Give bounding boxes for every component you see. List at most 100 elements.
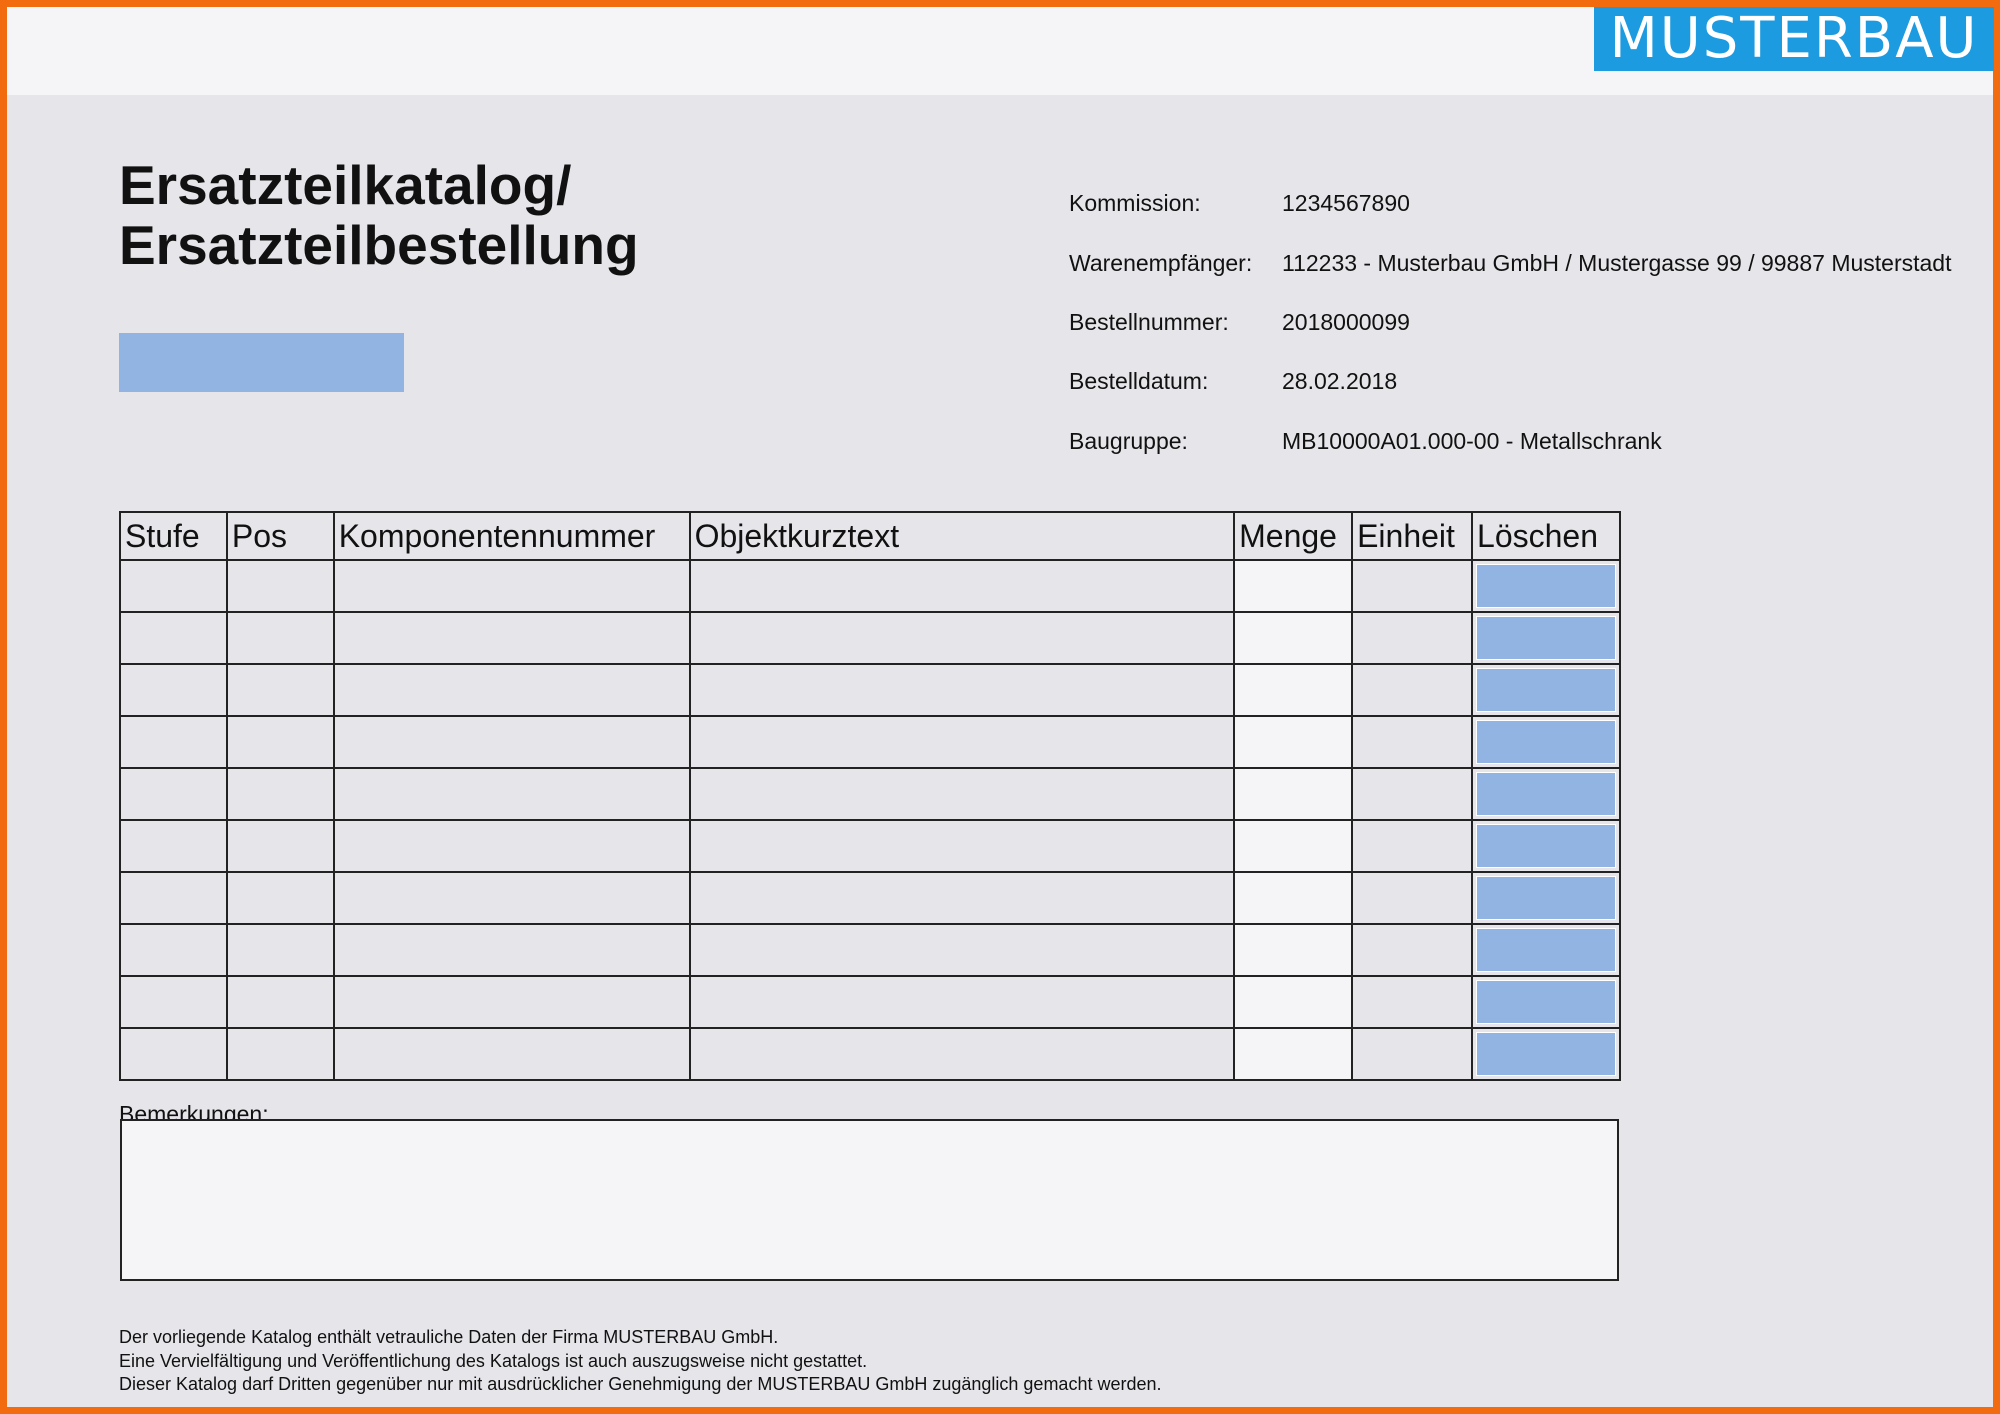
stufe-cell: [119, 871, 228, 925]
einheit-cell: [1351, 559, 1474, 613]
einheit-cell: [1351, 663, 1474, 717]
delete-button[interactable]: [1476, 1032, 1616, 1076]
menge-input[interactable]: [1233, 767, 1354, 821]
pos-cell: [225, 611, 335, 665]
info-value: 2018000099: [1282, 309, 1410, 335]
info-label: Bestelldatum:: [1069, 368, 1209, 394]
loeschen-cell: [1471, 611, 1621, 665]
objektkurztext-cell: [688, 819, 1236, 873]
objektkurztext-cell: [688, 767, 1236, 821]
stufe-cell: [119, 663, 228, 717]
table-row: [119, 819, 1621, 873]
table-row: [119, 1027, 1621, 1081]
komponentennummer-cell: [332, 975, 691, 1029]
delete-button[interactable]: [1476, 720, 1616, 764]
menge-input[interactable]: [1233, 975, 1354, 1029]
pos-cell: [225, 975, 335, 1029]
delete-button[interactable]: [1476, 772, 1616, 816]
menge-input[interactable]: [1233, 611, 1354, 665]
table-row: [119, 611, 1621, 665]
table-row: [119, 663, 1621, 717]
stufe-cell: [119, 975, 228, 1029]
pos-cell: [225, 767, 335, 821]
delete-button[interactable]: [1476, 928, 1616, 972]
loeschen-cell: [1471, 819, 1621, 873]
col-stufe: Stufe: [119, 511, 228, 561]
loeschen-cell: [1471, 975, 1621, 1029]
loeschen-cell: [1471, 663, 1621, 717]
komponentennummer-cell: [332, 819, 691, 873]
einheit-cell: [1351, 871, 1474, 925]
menge-input[interactable]: [1233, 871, 1354, 925]
einheit-cell: [1351, 767, 1474, 821]
col-komponentennummer: Komponentennummer: [332, 511, 691, 561]
pos-cell: [225, 871, 335, 925]
einheit-cell: [1351, 819, 1474, 873]
pos-cell: [225, 819, 335, 873]
info-label: Baugruppe:: [1069, 428, 1188, 454]
stufe-cell: [119, 767, 228, 821]
menge-input[interactable]: [1233, 819, 1354, 873]
table-row: [119, 715, 1621, 769]
info-value: 112233 - Musterbau GmbH / Mustergasse 99…: [1282, 250, 1952, 276]
objektkurztext-cell: [688, 923, 1236, 977]
delete-button[interactable]: [1476, 824, 1616, 868]
loeschen-cell: [1471, 923, 1621, 977]
musterbau-logo: MUSTERBAU: [1594, 7, 1994, 71]
stufe-cell: [119, 923, 228, 977]
info-bestelldatum: Bestelldatum: 28.02.2018: [1069, 368, 1397, 395]
einheit-cell: [1351, 1027, 1474, 1081]
objektkurztext-cell: [688, 715, 1236, 769]
komponentennummer-cell: [332, 871, 691, 925]
pos-cell: [225, 1027, 335, 1081]
menge-input[interactable]: [1233, 715, 1354, 769]
delete-button[interactable]: [1476, 980, 1616, 1024]
komponentennummer-cell: [332, 559, 691, 613]
loeschen-cell: [1471, 1027, 1621, 1081]
pos-cell: [225, 923, 335, 977]
title-line-2: Ersatzteilbestellung: [119, 214, 639, 276]
table-row: [119, 767, 1621, 821]
footer-line: Der vorliegende Katalog enthält vetrauli…: [119, 1327, 779, 1347]
loeschen-cell: [1471, 767, 1621, 821]
objektkurztext-cell: [688, 611, 1236, 665]
parts-table: Stufe Pos Komponentennummer Objektkurzte…: [119, 511, 1621, 1081]
col-menge: Menge: [1233, 511, 1354, 561]
col-pos: Pos: [225, 511, 335, 561]
objektkurztext-cell: [688, 871, 1236, 925]
menge-input[interactable]: [1233, 663, 1354, 717]
stufe-cell: [119, 1027, 228, 1081]
footer-line: Eine Vervielfältigung und Veröffentlichu…: [119, 1351, 868, 1371]
komponentennummer-cell: [332, 611, 691, 665]
info-baugruppe: Baugruppe: MB10000A01.000-00 - Metallschr…: [1069, 428, 1662, 455]
einheit-cell: [1351, 611, 1474, 665]
einheit-cell: [1351, 923, 1474, 977]
footer-line: Dieser Katalog darf Dritten gegenüber nu…: [119, 1374, 1162, 1394]
delete-button[interactable]: [1476, 876, 1616, 920]
table-row: [119, 559, 1621, 613]
komponentennummer-cell: [332, 1027, 691, 1081]
info-label: Kommission:: [1069, 190, 1201, 216]
menge-input[interactable]: [1233, 923, 1354, 977]
menge-input[interactable]: [1233, 1027, 1354, 1081]
remarks-field[interactable]: [120, 1119, 1619, 1281]
col-einheit: Einheit: [1351, 511, 1474, 561]
menge-input[interactable]: [1233, 559, 1354, 613]
loeschen-cell: [1471, 559, 1621, 613]
pos-cell: [225, 663, 335, 717]
action-button[interactable]: [119, 333, 404, 392]
delete-button[interactable]: [1476, 564, 1616, 608]
delete-button[interactable]: [1476, 668, 1616, 712]
komponentennummer-cell: [332, 767, 691, 821]
loeschen-cell: [1471, 871, 1621, 925]
info-label: Warenempfänger:: [1069, 250, 1253, 276]
stufe-cell: [119, 715, 228, 769]
pos-cell: [225, 715, 335, 769]
stufe-cell: [119, 611, 228, 665]
delete-button[interactable]: [1476, 616, 1616, 660]
col-objektkurztext: Objektkurztext: [688, 511, 1236, 561]
document-page: MUSTERBAU Ersatzteilkatalog/Ersatzteilbe…: [7, 7, 1994, 1407]
info-bestellnummer: Bestellnummer: 2018000099: [1069, 309, 1410, 336]
info-value: 1234567890: [1282, 190, 1410, 216]
table-row: [119, 923, 1621, 977]
